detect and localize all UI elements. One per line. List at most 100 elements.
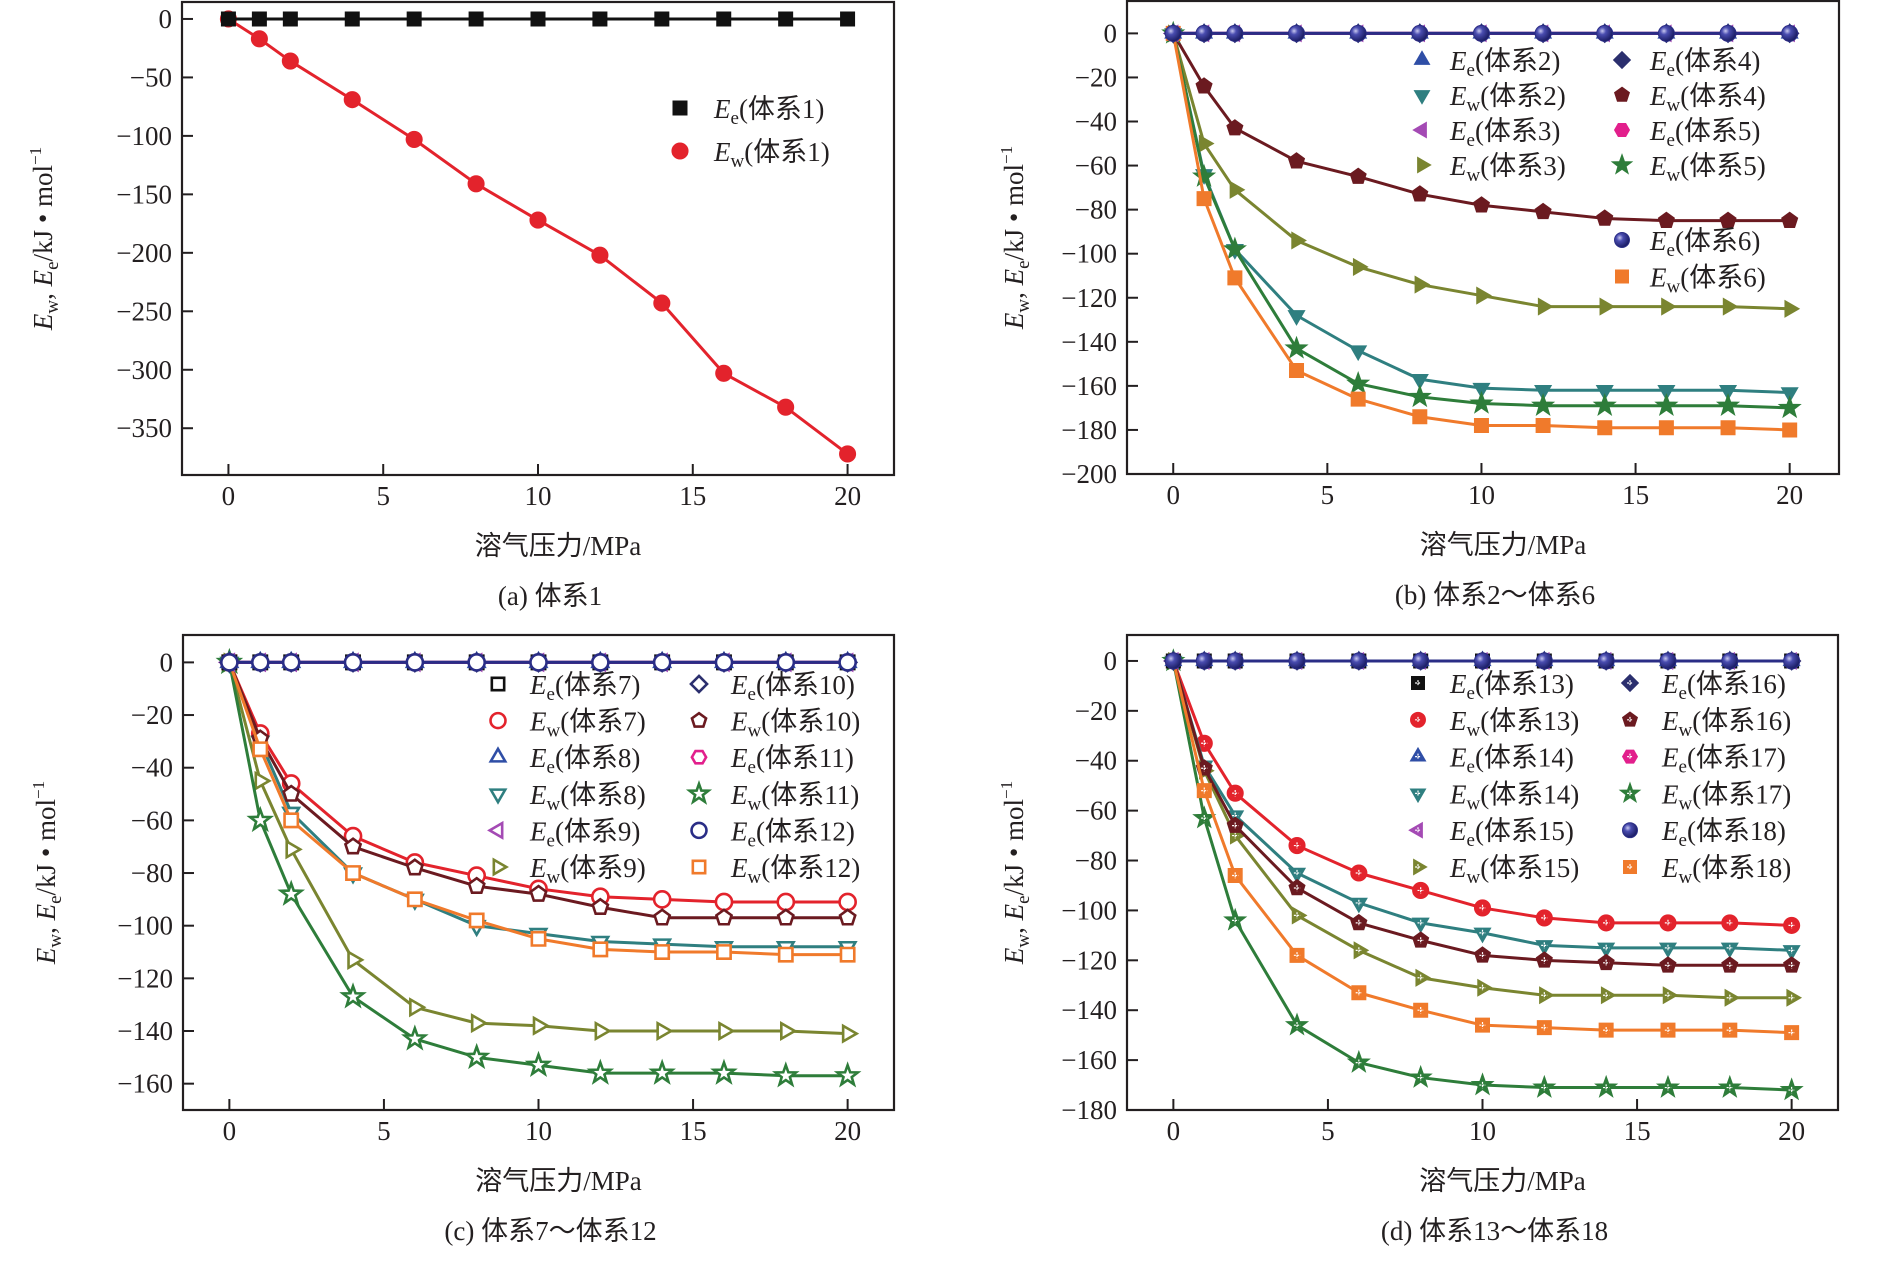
x-tick-label: 10 — [1469, 1116, 1496, 1146]
y-tick-label: −60 — [1075, 796, 1117, 826]
x-tick-label: 15 — [1624, 1116, 1651, 1146]
legend-label: Ew(体系5) — [1649, 151, 1766, 186]
data-point — [250, 653, 270, 672]
y-tick-label: −60 — [131, 805, 173, 835]
data-point — [343, 91, 361, 109]
legend-label: Ew(体系10) — [730, 707, 860, 742]
data-point — [654, 944, 671, 960]
legend-item: Ee(体系3) — [1412, 116, 1560, 151]
data-point — [1284, 1012, 1310, 1036]
data-point — [1722, 1022, 1738, 1038]
data-point — [462, 1042, 491, 1070]
data-point — [1473, 418, 1489, 434]
data-point — [590, 653, 610, 672]
legend-marker — [1618, 781, 1642, 804]
data-point — [1350, 391, 1366, 407]
legend-marker — [1411, 676, 1425, 690]
legend-marker — [1413, 858, 1428, 876]
panel-a: 0 5 10 15 20 0 −50 −100 −150 −200 −250 −300 −350 溶气压力… — [26, 0, 896, 611]
data-point — [1226, 24, 1244, 42]
data-point — [1284, 335, 1309, 359]
legend-item: Ew(体系8) — [488, 780, 646, 815]
y-tick-label: −180 — [1061, 415, 1117, 445]
data-point — [468, 11, 484, 27]
data-point — [467, 876, 486, 894]
data-point — [1469, 390, 1494, 414]
legend-item: Ee(体系16) — [1620, 669, 1786, 704]
data-point — [839, 445, 857, 463]
data-point — [1654, 393, 1679, 416]
data-point — [530, 930, 547, 947]
x-tick-label: 0 — [222, 481, 236, 511]
legend-item: Ee(体系6) — [1614, 226, 1760, 261]
data-point — [1717, 1074, 1742, 1098]
data-point — [780, 1020, 798, 1042]
data-point — [1783, 956, 1801, 973]
data-point — [1195, 24, 1213, 42]
data-point — [841, 1023, 860, 1044]
data-point — [1594, 1074, 1619, 1098]
legend-item: Ew(体系17) — [1618, 779, 1791, 814]
data-point — [776, 653, 796, 672]
legend-marker — [1615, 269, 1629, 284]
data-point — [1349, 897, 1368, 914]
x-tick-label: 20 — [1778, 1116, 1805, 1146]
x-tick-label: 10 — [1468, 480, 1495, 510]
data-point — [1195, 77, 1213, 94]
data-point — [1662, 986, 1679, 1005]
data-point — [1720, 942, 1739, 959]
legend-label: Ee(体系14) — [1449, 743, 1574, 778]
y-tick-label: −250 — [116, 296, 172, 326]
data-point — [714, 653, 734, 672]
legend-marker — [1614, 232, 1630, 248]
x-tick-label: 20 — [834, 1116, 861, 1146]
data-point — [1289, 947, 1305, 963]
data-point — [1659, 652, 1677, 670]
data-point — [592, 11, 608, 27]
y-axis-title: Ew, Ee/kJ • mol−1 — [997, 146, 1034, 330]
data-point — [1784, 299, 1801, 318]
data-point — [468, 912, 485, 929]
data-point — [405, 130, 423, 148]
x-tick-label: 10 — [525, 481, 552, 511]
data-point — [1783, 916, 1801, 934]
legend-label: Ee(体系1) — [713, 94, 824, 129]
x-tick-label: 15 — [680, 1116, 707, 1146]
legend: Ee(体系13)Ew(体系13)Ee(体系14)Ew(体系14)Ee(体系15)… — [1408, 669, 1791, 888]
data-point — [586, 1058, 615, 1085]
data-point — [1595, 385, 1614, 401]
legend-marker — [1621, 749, 1639, 764]
series-w-7 — [1164, 651, 1801, 973]
legend-label: Ew(体系9) — [529, 853, 646, 888]
legend-item: Ee(体系8) — [488, 743, 640, 778]
legend-item: Ee(体系14) — [1409, 743, 1574, 778]
legend-marker — [1410, 711, 1426, 728]
legend-item: Ew(体系16) — [1621, 706, 1791, 741]
series-line — [1171, 660, 1792, 1035]
legend-marker — [492, 857, 509, 877]
data-point — [1350, 913, 1368, 931]
data-point — [1411, 185, 1429, 202]
data-point — [1473, 652, 1492, 670]
data-point — [1291, 906, 1308, 925]
series-w-3 — [1167, 24, 1801, 318]
legend-label: Ee(体系16) — [1661, 669, 1786, 704]
legend-label: Ew(体系18) — [1661, 853, 1791, 888]
y-axis-title: Ew, Ee/kJ • mol−1 — [997, 781, 1034, 965]
data-point — [1222, 236, 1247, 260]
series-line — [227, 661, 848, 904]
legend-label: Ee(体系5) — [1649, 116, 1760, 151]
data-point — [648, 1058, 676, 1085]
legend-label: Ew(体系14) — [1449, 779, 1579, 814]
data-point — [1599, 297, 1616, 316]
x-tick-label: 10 — [525, 1116, 552, 1146]
data-point — [401, 1024, 429, 1051]
data-point — [405, 653, 425, 672]
legend-label: Ee(体系8) — [529, 743, 640, 778]
data-point — [1287, 152, 1306, 169]
y-tick-label: −60 — [1075, 151, 1117, 181]
data-point — [1349, 167, 1367, 184]
series-line — [227, 661, 848, 920]
series-line — [227, 662, 848, 1078]
